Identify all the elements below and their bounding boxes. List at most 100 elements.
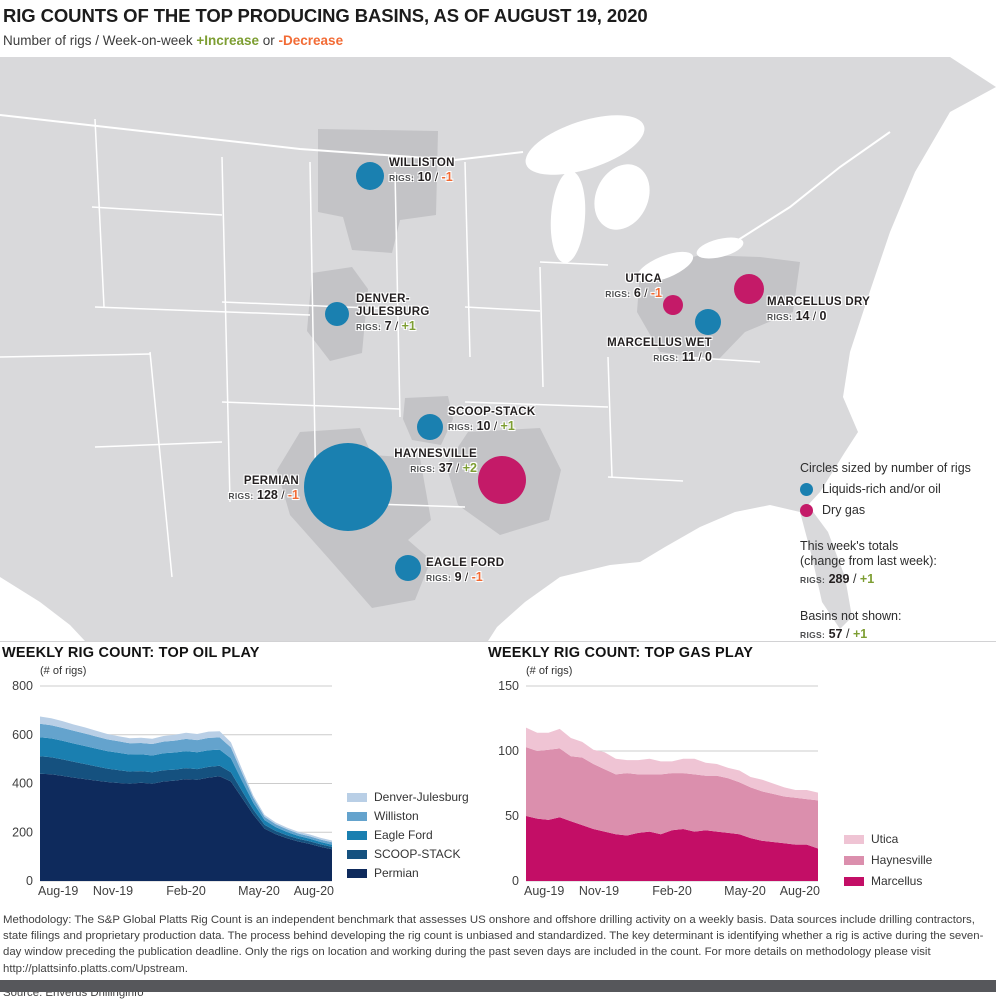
oil-chart-legend: Denver-Julesburg Williston Eagle Ford SCOOP…	[347, 790, 469, 885]
subtitle-increase: +Increase	[196, 33, 260, 48]
scoop-stack-circle	[417, 414, 443, 440]
map-legend-title: Circles sized by number of rigs	[800, 461, 971, 475]
svg-text:800: 800	[12, 679, 33, 693]
williston-circle	[356, 162, 384, 190]
oil-chart: 0 200 400 600 800 Aug-19 Nov-19 Feb-20 May-20 Aug…	[12, 679, 334, 898]
bottom-bar	[0, 980, 996, 992]
marcellus-swatch-icon	[844, 876, 864, 886]
utica-legend-label: Utica	[871, 832, 899, 846]
legend-item-denver-julesburg: Denver-Julesburg	[347, 790, 469, 804]
svg-text:150: 150	[498, 679, 519, 693]
legend-item-oil: Liquids-rich and/or oil	[800, 482, 994, 497]
series-area-utica	[526, 727, 818, 801]
subtitle-middle: or	[259, 33, 279, 48]
rigs-prefix: RIGS:	[800, 630, 826, 640]
series-area-denver-julesburg	[40, 716, 332, 843]
scoop-stack-legend-label: SCOOP-STACK	[374, 847, 461, 861]
svg-text:0: 0	[26, 874, 33, 888]
scoop-stack-swatch-icon	[347, 849, 367, 859]
ocean	[0, 57, 996, 641]
williston-legend-label: Williston	[374, 809, 419, 823]
svg-text:600: 600	[12, 728, 33, 742]
footer-notes: Methodology: The S&P Global Platts Rig C…	[0, 904, 996, 1001]
gas-dot-icon	[800, 504, 813, 517]
legend-item-gas: Dry gas	[800, 503, 994, 518]
page-title: RIG COUNTS OF THE TOP PRODUCING BASINS, …	[3, 5, 648, 26]
svg-text:May-20: May-20	[724, 884, 766, 898]
basins-not-shown: Basins not shown: RIGS: 57 / +1	[800, 609, 994, 643]
svg-text:Aug-20: Aug-20	[294, 884, 334, 898]
svg-text:May-20: May-20	[238, 884, 280, 898]
totals-rigs-change: +1	[859, 572, 875, 586]
oil-chart-unit: (# of rigs)	[40, 665, 87, 677]
haynesville-swatch-icon	[844, 855, 864, 865]
denver-julesburg-legend-label: Denver-Julesburg	[374, 790, 469, 804]
legend-item-eagle-ford: Eagle Ford	[347, 828, 469, 842]
svg-text:Nov-19: Nov-19	[93, 884, 133, 898]
gas-chart-title: WEEKLY RIG COUNT: TOP GAS PLAY	[488, 645, 754, 661]
marcellus-dry-circle	[734, 274, 764, 304]
svg-text:Feb-20: Feb-20	[166, 884, 206, 898]
series-area-permian	[40, 773, 332, 881]
subtitle-decrease: -Decrease	[278, 33, 344, 48]
svg-text:0: 0	[512, 874, 519, 888]
not-shown-rigs: RIGS: 57 / +1	[800, 627, 994, 643]
utica-swatch-icon	[844, 834, 864, 844]
legend-item-utica: Utica	[844, 832, 932, 846]
marcellus-wet-circle	[695, 309, 721, 335]
marcellus-legend-label: Marcellus	[871, 874, 923, 888]
svg-text:200: 200	[12, 825, 33, 839]
eagle-ford-legend-label: Eagle Ford	[374, 828, 433, 842]
legend-item-haynesville: Haynesville	[844, 853, 932, 867]
gas-chart: 0 50 100 150 Aug-19 Nov-19 Feb-20 May-20 Aug-20	[498, 679, 820, 898]
haynesville-legend-label: Haynesville	[871, 853, 933, 867]
svg-text:Nov-19: Nov-19	[579, 884, 619, 898]
totals-line1: This week's totals	[800, 539, 899, 553]
permian-legend-label: Permian	[374, 866, 419, 880]
oil-dot-icon	[800, 483, 813, 496]
subtitle-prefix: Number of rigs / Week-on-week	[3, 33, 197, 48]
great-lakes	[525, 115, 744, 283]
svg-text:Feb-20: Feb-20	[652, 884, 692, 898]
slash: /	[852, 572, 857, 586]
state-borders	[0, 118, 761, 578]
rigs-prefix: RIGS:	[800, 575, 826, 585]
eagle-ford-circle	[395, 555, 421, 581]
permian-circle	[304, 443, 392, 531]
series-area-marcellus	[526, 816, 818, 881]
methodology-text: Methodology: The S&P Global Platts Rig C…	[3, 914, 984, 975]
svg-text:100: 100	[498, 744, 519, 758]
gas-chart-legend: Utica Haynesville Marcellus	[844, 832, 932, 895]
series-area-scoop-stack	[40, 756, 332, 850]
us-map-svg	[0, 57, 996, 641]
svg-text:Aug-19: Aug-19	[38, 884, 78, 898]
svg-text:50: 50	[505, 809, 519, 823]
us-basin-map: WILLISTON RIGS: 10 / -1 DENVER- JULESBURG RI…	[0, 57, 996, 642]
not-shown-rigs-change: +1	[852, 627, 868, 641]
svg-text:Aug-20: Aug-20	[780, 884, 820, 898]
series-area-williston	[40, 723, 332, 845]
denver-julesburg-swatch-icon	[347, 792, 367, 802]
denver-julesburg-circle	[325, 302, 349, 326]
haynesville-circle	[478, 456, 526, 504]
series-area-eagle-ford	[40, 737, 332, 847]
gas-chart-panel: WEEKLY RIG COUNT: TOP GAS PLAY (# of rig…	[486, 642, 996, 904]
legend-item-scoop-stack: SCOOP-STACK	[347, 847, 469, 861]
eagle-ford-swatch-icon	[347, 830, 367, 840]
legend-oil-label: Liquids-rich and/or oil	[822, 482, 941, 496]
totals-line2: (change from last week):	[800, 554, 937, 568]
gas-chart-unit: (# of rigs)	[526, 665, 573, 677]
permian-swatch-icon	[347, 868, 367, 878]
legend-item-permian: Permian	[347, 866, 469, 880]
header: RIG COUNTS OF THE TOP PRODUCING BASINS, …	[0, 0, 996, 57]
legend-item-williston: Williston	[347, 809, 469, 823]
national-borders	[0, 114, 891, 243]
svg-text:400: 400	[12, 777, 33, 791]
williston-swatch-icon	[347, 811, 367, 821]
legend-gas-label: Dry gas	[822, 503, 866, 517]
legend-item-marcellus: Marcellus	[844, 874, 932, 888]
totals-rigs: RIGS: 289 / +1	[800, 572, 994, 588]
oil-chart-title: WEEKLY RIG COUNT: TOP OIL PLAY	[2, 645, 260, 661]
oil-chart-panel: WEEKLY RIG COUNT: TOP OIL PLAY (# of rig…	[0, 642, 486, 904]
map-legend: Circles sized by number of rigs Liquids-…	[800, 461, 994, 643]
